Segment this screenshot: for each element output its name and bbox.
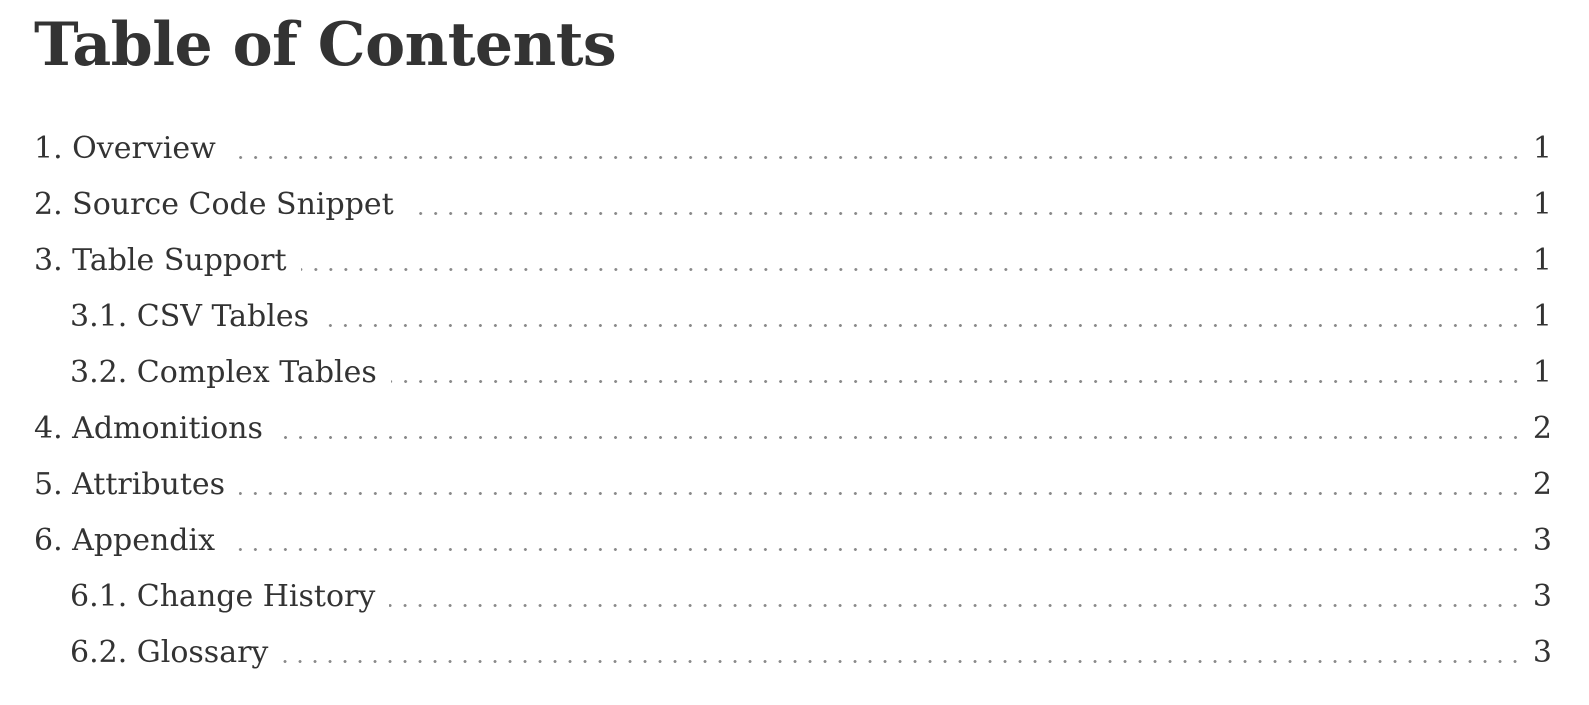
toc-dot-leader	[323, 323, 1523, 327]
toc-entry-label[interactable]: 2. Source Code Snippet	[34, 187, 394, 222]
toc-entry-label[interactable]: 3. Table Support	[34, 243, 287, 278]
toc-entry-overview[interactable]: 1. Overview 1	[34, 121, 1552, 177]
toc-entry-complex-tables[interactable]: 3.2. Complex Tables 1	[34, 345, 1552, 401]
toc-entry-label[interactable]: 4. Admonitions	[34, 411, 263, 446]
toc-entry-admonitions[interactable]: 4. Admonitions 2	[34, 401, 1552, 457]
toc-entry-appendix[interactable]: 6. Appendix 3	[34, 513, 1552, 569]
toc-page-number: 1	[1532, 187, 1552, 222]
page-title: Table of Contents	[34, 10, 617, 80]
toc-page-number: 3	[1532, 579, 1552, 614]
toc-page-number: 1	[1532, 243, 1552, 278]
toc-entry-table-support[interactable]: 3. Table Support 1	[34, 233, 1552, 289]
toc-entry-change-history[interactable]: 6.1. Change History 3	[34, 569, 1552, 625]
toc-dot-leader	[407, 211, 1523, 215]
toc-entry-label[interactable]: 3.1. CSV Tables	[70, 299, 310, 334]
toc-entry-glossary[interactable]: 6.2. Glossary 3	[34, 625, 1552, 681]
toc-dot-leader	[390, 379, 1523, 383]
toc-entry-label[interactable]: 6.2. Glossary	[70, 635, 269, 670]
toc-entry-csv-tables[interactable]: 3.1. CSV Tables 1	[34, 289, 1552, 345]
toc-dot-leader	[389, 603, 1523, 607]
toc-entry-label[interactable]: 3.2. Complex Tables	[70, 355, 377, 390]
toc-dot-leader	[282, 659, 1523, 663]
toc-page-number: 3	[1532, 635, 1552, 670]
toc-entry-label[interactable]: 1. Overview	[34, 131, 216, 166]
toc-page-number: 1	[1532, 355, 1552, 390]
toc-entry-label[interactable]: 6.1. Change History	[70, 579, 376, 614]
toc-dot-leader	[276, 435, 1523, 439]
toc-dot-leader	[229, 155, 1523, 159]
toc-dot-leader	[239, 491, 1523, 495]
toc-entry-attributes[interactable]: 5. Attributes 2	[34, 457, 1552, 513]
toc-entry-label[interactable]: 6. Appendix	[34, 523, 216, 558]
toc-page-number: 2	[1532, 467, 1552, 502]
toc-dot-leader	[229, 547, 1523, 551]
toc-page-number: 1	[1532, 131, 1552, 166]
toc-page-number: 3	[1532, 523, 1552, 558]
toc-entry-label[interactable]: 5. Attributes	[34, 467, 226, 502]
toc-entry-source-code-snippet[interactable]: 2. Source Code Snippet 1	[34, 177, 1552, 233]
toc-dot-leader	[300, 267, 1523, 271]
toc-page-number: 1	[1532, 299, 1552, 334]
toc-page-number: 2	[1532, 411, 1552, 446]
toc-list: 1. Overview 1 2. Source Code Snippet 1 3…	[34, 121, 1552, 681]
